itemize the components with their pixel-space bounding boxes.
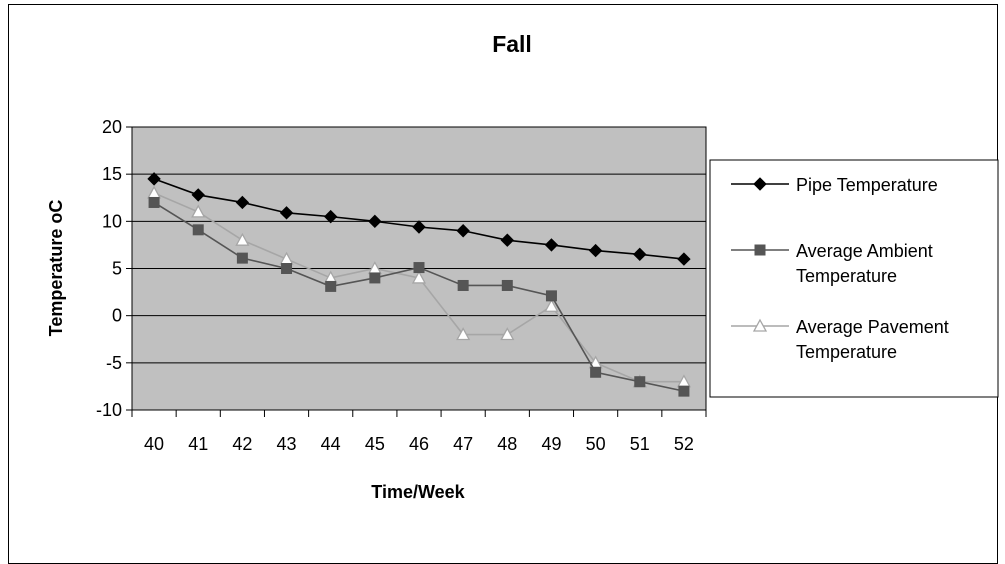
data-point xyxy=(325,280,337,292)
data-point xyxy=(456,224,470,238)
data-point xyxy=(235,232,250,246)
y-tick-label: 15 xyxy=(102,164,122,184)
data-point xyxy=(590,366,602,378)
data-point xyxy=(500,233,515,247)
series-layer xyxy=(146,172,692,397)
data-point xyxy=(634,376,646,388)
x-tick-label: 45 xyxy=(365,434,385,454)
data-point xyxy=(236,252,248,264)
x-tick-label: 41 xyxy=(188,434,208,454)
y-axis-ticks: -10 -5 0 5 10 15 20 xyxy=(96,117,132,420)
data-point xyxy=(544,238,559,252)
data-point xyxy=(279,206,294,220)
x-tick-label: 50 xyxy=(586,434,606,454)
legend: Pipe Temperature Average Ambient Temperatu… xyxy=(731,175,949,362)
data-point xyxy=(457,279,469,291)
data-point xyxy=(500,327,515,341)
y-tick-label: 5 xyxy=(112,259,122,279)
data-point xyxy=(588,243,603,258)
legend-label: Average Ambient xyxy=(796,241,933,261)
data-point xyxy=(413,262,425,274)
series-0 xyxy=(147,172,691,266)
x-axis-ticks: 40 41 42 43 44 45 46 47 48 49 50 51 52 xyxy=(131,410,707,454)
data-point xyxy=(545,290,557,302)
x-tick-label: 48 xyxy=(497,434,517,454)
chart-title: Fall xyxy=(492,31,532,57)
legend-marker xyxy=(754,244,766,256)
x-tick-label: 43 xyxy=(277,434,297,454)
data-point xyxy=(148,196,160,208)
legend-entry: Average Pavement Temperature xyxy=(731,317,949,362)
legend-entry: Average Ambient Temperature xyxy=(731,241,933,286)
data-point xyxy=(147,172,161,186)
data-point xyxy=(412,220,426,234)
data-point xyxy=(633,247,647,262)
y-tick-label: 20 xyxy=(102,117,122,137)
data-point xyxy=(235,195,250,210)
series-1 xyxy=(148,196,690,397)
data-point xyxy=(411,270,427,284)
x-tick-label: 42 xyxy=(232,434,252,454)
y-tick-label: 0 xyxy=(112,306,122,326)
data-point xyxy=(678,385,690,397)
legend-label: Average Pavement xyxy=(796,317,949,337)
legend-marker xyxy=(753,177,767,191)
x-tick-label: 40 xyxy=(144,434,164,454)
legend-marker xyxy=(752,318,768,332)
data-point xyxy=(192,224,204,236)
series-2 xyxy=(146,185,692,388)
data-point xyxy=(281,263,293,274)
data-point xyxy=(191,204,206,218)
data-point xyxy=(368,214,382,229)
legend-label: Temperature xyxy=(796,266,897,286)
x-tick-label: 44 xyxy=(321,434,341,454)
data-point xyxy=(677,252,691,266)
data-point xyxy=(501,279,513,291)
line-chart: Fall -10 -5 0 5 10 15 20 40 41 42 43 44 45 46 47 48 49 5… xyxy=(46,31,999,502)
y-tick-label: -5 xyxy=(106,353,122,373)
x-tick-label: 47 xyxy=(453,434,473,454)
y-tick-label: -10 xyxy=(96,400,122,420)
x-tick-label: 46 xyxy=(409,434,429,454)
legend-label: Pipe Temperature xyxy=(796,175,938,195)
y-axis-title: Temperature oC xyxy=(46,200,66,337)
data-point xyxy=(191,188,205,202)
x-tick-label: 51 xyxy=(630,434,650,454)
legend-entry: Pipe Temperature xyxy=(731,175,938,195)
legend-label: Temperature xyxy=(796,342,897,362)
data-point xyxy=(369,272,381,284)
data-point xyxy=(323,209,338,224)
data-point xyxy=(544,298,559,312)
x-tick-label: 49 xyxy=(541,434,561,454)
legend-box xyxy=(709,159,999,398)
x-axis-title: Time/Week xyxy=(371,482,465,502)
data-point xyxy=(456,327,471,341)
y-tick-label: 10 xyxy=(102,211,122,231)
x-tick-label: 52 xyxy=(674,434,694,454)
